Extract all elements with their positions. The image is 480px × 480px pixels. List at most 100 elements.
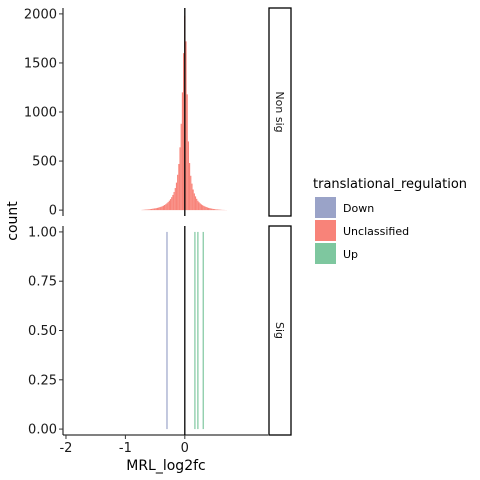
facet-strip-sig: Sig: [268, 225, 292, 436]
series-down: [166, 231, 168, 430]
x-axis: -2 -1 0: [59, 434, 268, 456]
legend-item-down: Down: [315, 197, 374, 218]
histogram-bar: [154, 208, 156, 211]
histogram-bar: [199, 203, 201, 211]
histogram-bar: [153, 208, 155, 211]
legend-swatch: [315, 197, 336, 218]
histogram-bar: [183, 53, 185, 211]
histogram-bar: [186, 94, 188, 211]
facet-strip-label: Non sig: [273, 91, 286, 132]
histogram-bar: [149, 209, 151, 211]
x-axis-title: MRL_log2fc: [126, 458, 205, 474]
histogram-bar: [197, 231, 199, 430]
histogram-bar: [196, 198, 198, 211]
legend-label: Down: [343, 202, 374, 215]
histogram-bar: [206, 207, 208, 211]
histogram-bar: [165, 204, 167, 211]
y-tick-label: 1.00: [28, 225, 57, 240]
histogram-bar: [187, 141, 189, 211]
histogram-bar: [166, 231, 168, 430]
histogram-bar: [147, 209, 149, 211]
legend-item-unclassified: Unclassified: [315, 220, 409, 241]
histogram-bar: [173, 191, 175, 211]
y-tick-label: 1000: [24, 106, 57, 121]
histogram-bar: [164, 205, 166, 211]
y-tick-label: 0.00: [28, 423, 57, 438]
histogram-bar: [146, 209, 148, 211]
histogram-bar: [215, 209, 217, 211]
panel-non-sig: 0 500 1000 1500 2000: [24, 7, 227, 219]
histogram-bar: [177, 174, 179, 211]
histogram-bar: [159, 207, 161, 211]
histogram-bar: [198, 202, 200, 211]
histogram-bar: [202, 205, 204, 211]
histogram-bar: [156, 207, 159, 211]
histogram-bar: [194, 196, 197, 211]
histogram-bar: [209, 208, 211, 211]
y-tick-label: 0.25: [28, 373, 57, 388]
histogram-bar: [158, 207, 160, 211]
histogram-bar: [191, 183, 193, 211]
histogram-bar: [174, 188, 176, 211]
histogram-bar: [181, 92, 184, 211]
histogram-bar: [162, 205, 165, 211]
histogram-bar: [204, 206, 206, 211]
legend-label: Unclassified: [343, 225, 409, 238]
histogram-bar: [212, 208, 214, 211]
y-tick-label: 0.50: [28, 324, 57, 339]
histogram-bar: [210, 208, 212, 211]
series-up: [194, 231, 204, 430]
legend-item-up: Up: [315, 243, 358, 264]
y-tick-label: 1500: [24, 56, 57, 71]
histogram-bar: [190, 175, 192, 211]
histogram-bar: [200, 204, 203, 211]
legend-swatch: [315, 243, 336, 264]
histogram-bar: [155, 208, 157, 211]
legend-label: Up: [343, 248, 358, 261]
y-tick-label: 0: [49, 204, 57, 219]
histogram-bar: [171, 197, 173, 211]
histogram-bar: [178, 164, 180, 211]
histogram-bar: [216, 209, 218, 211]
y-tick-label: 500: [32, 155, 57, 170]
legend-title: translational_regulation: [313, 177, 467, 192]
histogram-bar: [150, 208, 153, 211]
histogram-bar: [152, 208, 154, 211]
histogram-bar: [217, 209, 219, 211]
histogram-bar: [160, 206, 162, 211]
histogram-bar: [197, 200, 199, 211]
histogram-bar: [168, 200, 170, 211]
facet-strip-box: [268, 7, 292, 217]
histogram-bar: [175, 182, 178, 211]
panel-sig: 0.00 0.25 0.50 0.75 1.00: [28, 225, 204, 438]
histogram-bar: [167, 202, 169, 211]
x-tick-label: -1: [119, 441, 132, 456]
histogram-bar: [161, 206, 163, 211]
y-tick-label: 0.75: [28, 275, 57, 290]
histogram-bar: [172, 194, 174, 211]
facet-strips-layer: Non sig Sig: [268, 7, 292, 436]
histogram-bar: [202, 231, 204, 430]
histogram-bar: [193, 193, 195, 211]
histogram-bar: [180, 123, 182, 211]
histogram-bar: [185, 41, 187, 211]
panels-layer: 0 500 1000 1500 2000 0.00 0.25 0.50 0.75 1.00: [24, 7, 227, 438]
facet-strip-non-sig: Non sig: [268, 7, 292, 217]
histogram-bar: [194, 231, 196, 430]
x-tick-label: -2: [59, 441, 72, 456]
y-tick-label: 2000: [24, 7, 57, 22]
histogram-bar: [203, 205, 205, 211]
histogram-bar: [192, 189, 194, 211]
facet-strip-box: [268, 225, 292, 436]
facet-strip-label: Sig: [273, 322, 286, 339]
histogram-bar: [188, 163, 191, 211]
histogram-bar: [213, 209, 216, 211]
legend-swatch: [315, 220, 336, 241]
histogram-bar: [179, 147, 181, 211]
histogram-bar: [207, 207, 210, 211]
histogram-bar: [169, 199, 172, 211]
histogram-bar: [148, 209, 150, 211]
histogram-bar: [211, 208, 213, 211]
legend: translational_regulation Down Unclassifie…: [313, 177, 467, 264]
